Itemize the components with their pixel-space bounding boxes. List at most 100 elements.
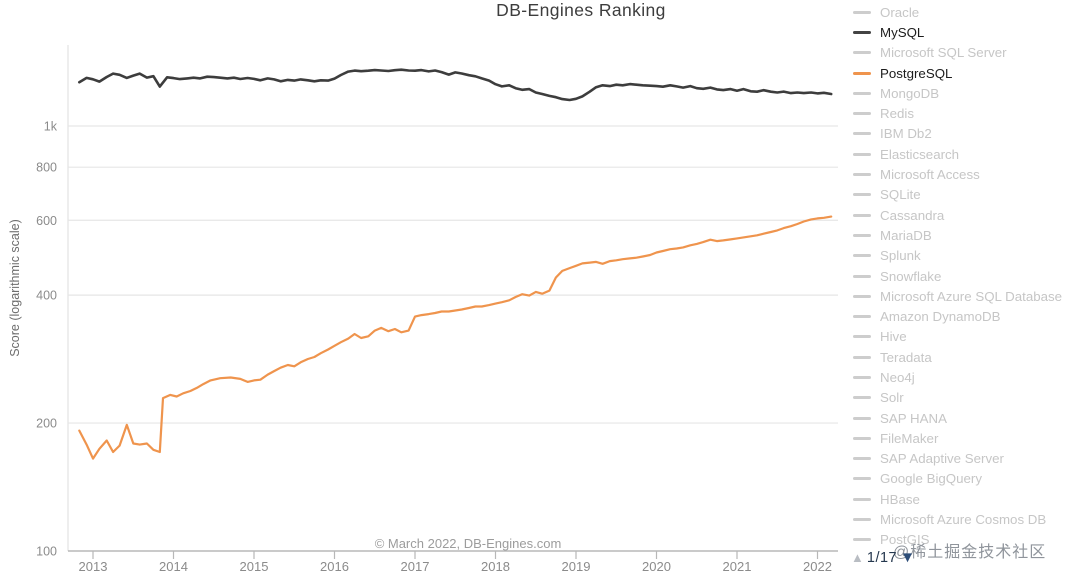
legend-label-cassandra: Cassandra xyxy=(880,207,945,223)
legend-label-mysql: MySQL xyxy=(880,24,925,40)
legend-swatch-hbase xyxy=(853,497,871,501)
legend-swatch-microsoft-sql-server xyxy=(853,51,871,55)
legend-label-elasticsearch: Elasticsearch xyxy=(880,146,960,162)
legend-label-redis: Redis xyxy=(880,106,914,122)
y-tick-label-400: 400 xyxy=(36,289,57,303)
legend-swatch-mysql xyxy=(853,30,871,34)
legend-item-cassandra[interactable]: Cassandra xyxy=(853,205,1080,225)
legend-swatch-sap-adaptive-server xyxy=(853,457,871,461)
legend-swatch-elasticsearch xyxy=(853,152,871,156)
legend-item-sqlite[interactable]: SQLite xyxy=(853,185,1080,205)
plot-area: 1k 800 600 400 200 100 2013 2014 2015 2016 2017 201… xyxy=(36,45,838,574)
legend-item-google-bigquery[interactable]: Google BigQuery xyxy=(853,469,1080,489)
legend-label-splunk: Splunk xyxy=(880,248,921,264)
legend-label-sap-hana: SAP HANA xyxy=(880,410,948,426)
legend-label-snowflake: Snowflake xyxy=(880,268,942,284)
legend-label-sqlite: SQLite xyxy=(880,187,921,203)
legend-item-solr[interactable]: Solr xyxy=(853,388,1080,408)
legend-swatch-solr xyxy=(853,396,871,400)
legend-item-sap-adaptive-server[interactable]: SAP Adaptive Server xyxy=(853,449,1080,469)
y-tick-label-600: 600 xyxy=(36,214,57,228)
postgresql-line xyxy=(78,215,833,460)
legend-label-postgresql: PostgreSQL xyxy=(880,65,953,81)
legend-item-microsoft-sql-server[interactable]: Microsoft SQL Server xyxy=(853,43,1080,63)
legend-item-ibm-db2[interactable]: IBM Db2 xyxy=(853,124,1080,144)
legend-label-filemaker: FileMaker xyxy=(880,430,939,446)
legend-swatch-postgresql xyxy=(853,71,871,75)
legend-swatch-mongodb xyxy=(853,91,871,95)
legend-swatch-mariadb xyxy=(853,233,871,237)
legend-label-teradata: Teradata xyxy=(880,349,932,365)
legend-swatch-microsoft-azure-cosmos-db xyxy=(853,518,871,522)
chart-source-footer: © March 2022, DB-Engines.com xyxy=(374,536,562,551)
legend-swatch-oracle xyxy=(853,10,871,14)
legend-label-amazon-dynamodb: Amazon DynamoDB xyxy=(880,309,1001,325)
legend-label-microsoft-azure-cosmos-db: Microsoft Azure Cosmos DB xyxy=(880,512,1047,528)
y-tick-label-1k: 1k xyxy=(44,120,58,134)
legend-swatch-microsoft-azure-sql-database xyxy=(853,294,871,298)
legend-swatch-postgis xyxy=(853,538,871,542)
legend-item-splunk[interactable]: Splunk xyxy=(853,246,1080,266)
legend-item-hive[interactable]: Hive xyxy=(853,327,1080,347)
y-tick-label-200: 200 xyxy=(36,417,57,431)
legend-item-microsoft-azure-sql-database[interactable]: Microsoft Azure SQL Database xyxy=(853,286,1080,306)
legend-label-solr: Solr xyxy=(880,390,904,406)
legend-item-postgis[interactable]: PostGIS xyxy=(853,530,1080,550)
x-tick-label-2013: 2013 xyxy=(79,559,108,574)
legend-swatch-sap-hana xyxy=(853,416,871,420)
legend-label-google-bigquery: Google BigQuery xyxy=(880,471,982,487)
legend-item-mongodb[interactable]: MongoDB xyxy=(853,83,1080,103)
legend-label-hbase: HBase xyxy=(880,491,920,507)
legend-item-redis[interactable]: Redis xyxy=(853,103,1080,123)
legend-item-snowflake[interactable]: Snowflake xyxy=(853,266,1080,286)
x-tick-label-2016: 2016 xyxy=(320,559,349,574)
x-tick-label-2020: 2020 xyxy=(642,559,671,574)
legend-item-oracle[interactable]: Oracle xyxy=(853,2,1080,22)
legend-swatch-hive xyxy=(853,335,871,339)
legend-item-microsoft-access[interactable]: Microsoft Access xyxy=(853,164,1080,184)
legend-pagination: ▲ 1/17 ▼ xyxy=(851,549,915,566)
legend-item-hbase[interactable]: HBase xyxy=(853,489,1080,509)
legend-item-sap-hana[interactable]: SAP HANA xyxy=(853,408,1080,428)
legend-swatch-microsoft-access xyxy=(853,173,871,177)
legend-item-microsoft-azure-cosmos-db[interactable]: Microsoft Azure Cosmos DB xyxy=(853,509,1080,529)
legend-label-microsoft-azure-sql-database: Microsoft Azure SQL Database xyxy=(880,288,1063,304)
legend-label-ibm-db2: IBM Db2 xyxy=(880,126,932,142)
legend-swatch-filemaker xyxy=(853,436,871,440)
legend-label-oracle: Oracle xyxy=(880,4,920,20)
legend-item-postgresql[interactable]: PostgreSQL xyxy=(853,63,1080,83)
y-tick-label-800: 800 xyxy=(36,161,57,175)
legend-item-amazon-dynamodb[interactable]: Amazon DynamoDB xyxy=(853,306,1080,326)
x-tick-label-2017: 2017 xyxy=(401,559,430,574)
page-up-icon[interactable]: ▲ xyxy=(851,550,864,565)
legend-item-teradata[interactable]: Teradata xyxy=(853,347,1080,367)
legend-swatch-amazon-dynamodb xyxy=(853,315,871,319)
x-tick-label-2021: 2021 xyxy=(723,559,752,574)
page-down-icon[interactable]: ▼ xyxy=(900,549,915,566)
legend-item-elasticsearch[interactable]: Elasticsearch xyxy=(853,144,1080,164)
legend-label-microsoft-sql-server: Microsoft SQL Server xyxy=(880,45,1007,61)
legend-swatch-sqlite xyxy=(853,193,871,197)
legend-item-neo4j[interactable]: Neo4j xyxy=(853,367,1080,387)
legend-swatch-neo4j xyxy=(853,375,871,379)
x-tick-label-2022: 2022 xyxy=(803,559,832,574)
legend-swatch-ibm-db2 xyxy=(853,132,871,136)
legend-swatch-cassandra xyxy=(853,213,871,217)
legend: Oracle MySQL Microsoft SQL Server PostgreSQ… xyxy=(853,2,1080,550)
legend-swatch-teradata xyxy=(853,355,871,359)
legend-label-mongodb: MongoDB xyxy=(880,85,940,101)
legend-label-postgis: PostGIS xyxy=(880,532,930,548)
legend-swatch-splunk xyxy=(853,254,871,258)
legend-swatch-google-bigquery xyxy=(853,477,871,481)
x-tick-label-2018: 2018 xyxy=(481,559,510,574)
legend-item-filemaker[interactable]: FileMaker xyxy=(853,428,1080,448)
legend-swatch-redis xyxy=(853,112,871,116)
y-tick-label-100: 100 xyxy=(36,545,57,559)
legend-item-mariadb[interactable]: MariaDB xyxy=(853,225,1080,245)
legend-label-sap-adaptive-server: SAP Adaptive Server xyxy=(880,451,1004,467)
x-tick-label-2015: 2015 xyxy=(240,559,269,574)
x-tick-label-2019: 2019 xyxy=(562,559,591,574)
legend-label-mariadb: MariaDB xyxy=(880,227,932,243)
legend-item-mysql[interactable]: MySQL xyxy=(853,22,1080,42)
legend-label-neo4j: Neo4j xyxy=(880,369,915,385)
